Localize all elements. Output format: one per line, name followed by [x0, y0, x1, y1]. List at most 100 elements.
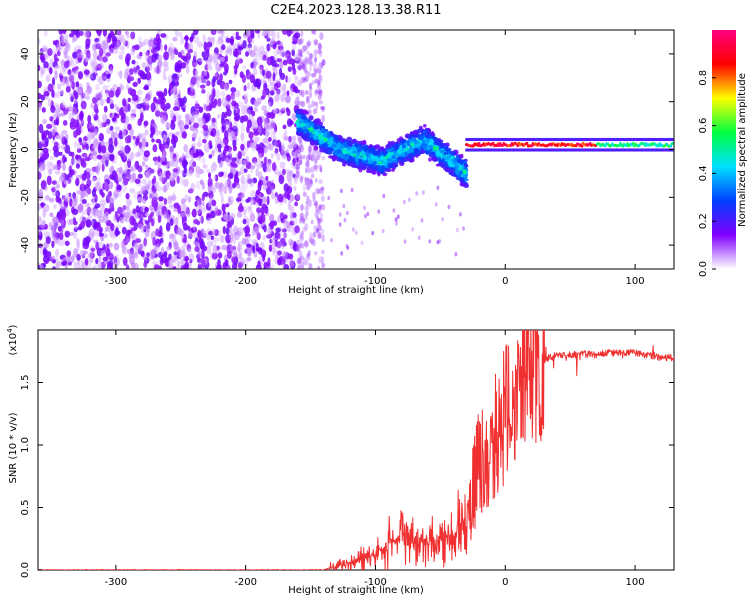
spectrogram-cell	[304, 122, 309, 128]
spectrogram-cell	[332, 150, 339, 156]
spectrogram-cell	[454, 252, 458, 257]
spectrogram-cell	[151, 184, 156, 191]
spectrogram-cell	[206, 99, 212, 105]
spectrogram-cell	[68, 104, 74, 112]
spectrogram-cell	[176, 175, 180, 184]
spectrogram-cell	[77, 142, 81, 150]
spectrogram-cell	[161, 152, 165, 161]
spectrogram-cell	[189, 258, 193, 264]
colorbar-tick-label: 0.0	[698, 261, 709, 277]
spectrogram-cell	[210, 164, 216, 174]
spectrogram-cell	[212, 88, 216, 98]
spectrogram-cell	[197, 263, 202, 269]
spectrogram-cell	[178, 176, 185, 185]
spectrogram-cell	[366, 211, 370, 217]
spectrogram-cell	[294, 194, 301, 202]
spectrogram-cell	[79, 183, 86, 192]
spectrogram-cell	[403, 239, 407, 244]
spectrogram-cell	[308, 53, 313, 59]
spectrogram-cell	[80, 191, 86, 199]
snr-y-scale-prefix: (x10	[8, 333, 19, 356]
spectrogram-cell	[146, 252, 151, 258]
spectrogram-cell	[49, 197, 55, 202]
spectrogram-cell	[218, 171, 224, 178]
spectrogram-cell	[308, 127, 314, 131]
spectrogram-cell	[317, 208, 322, 214]
spectrogram-cell	[41, 107, 46, 113]
spectrogram-cell	[464, 162, 468, 168]
spectrogram-cell	[99, 199, 107, 207]
spectrogram-cell	[55, 257, 60, 267]
spectrogram-cell	[183, 222, 188, 231]
spectrogram-cell	[407, 134, 413, 139]
spectrogram-cell	[144, 129, 149, 136]
spectrogram-cell	[426, 145, 431, 151]
spectrogram-cell	[277, 215, 282, 224]
spectrogram-cell	[314, 131, 319, 137]
spectrogram-cell	[60, 157, 64, 164]
spectrogram-cell	[76, 238, 80, 248]
spectrogram-cell	[181, 158, 188, 169]
spectrogram-cell	[148, 190, 154, 199]
spectrogram-cell	[318, 88, 323, 97]
spectrogram-cell	[143, 261, 148, 268]
spectrogram-cell	[172, 168, 179, 173]
spectrogram-cell	[121, 226, 127, 235]
spectrogram-cell	[399, 136, 403, 141]
spectrogram-cell	[632, 141, 635, 145]
spectrogram-cell	[160, 97, 167, 104]
spectrogram-cell	[51, 180, 58, 185]
spectrogram-cell	[242, 40, 247, 49]
spectrogram-cell	[338, 137, 342, 142]
spectrogram-cell	[196, 220, 201, 226]
spectrogram-cell	[221, 39, 225, 46]
spectrogram-cell	[139, 112, 144, 122]
spectrogram-cell	[351, 150, 358, 155]
spectrogram-cell	[151, 249, 157, 257]
spectrogram-cell	[156, 185, 162, 191]
spectrogram-cell	[298, 140, 303, 147]
spectrogram-cell	[308, 115, 314, 121]
spectrogram-cell	[313, 49, 318, 58]
spectrogram-cell	[491, 141, 495, 145]
spectrogram-cell	[108, 144, 115, 153]
spectrogram-cell	[239, 38, 244, 48]
spectrogram-cell	[220, 234, 226, 240]
spectrogram-cell	[119, 83, 123, 91]
spectrogram-cell	[122, 98, 127, 107]
spectrogram-cell	[312, 231, 316, 239]
spectrogram-cell	[56, 162, 61, 171]
spectrogram-cell	[203, 56, 209, 61]
spectrogram-cell	[113, 112, 117, 118]
spectrogram-cell	[100, 249, 107, 256]
spectrogram-cell	[249, 168, 254, 174]
spectrogram-cell	[217, 37, 224, 45]
spectrogram-cell	[166, 245, 172, 251]
spectrogram-cell	[85, 202, 91, 208]
spectrogram-cell	[51, 224, 55, 232]
spectrogram-cell	[284, 168, 291, 175]
spectrogram-cell	[216, 128, 220, 136]
spectrogram-cell	[38, 80, 42, 89]
spectrogram-cell	[126, 152, 132, 162]
spectrogram-cell	[123, 178, 129, 186]
spectrogram-cell	[40, 202, 46, 207]
spectrogram-cell	[306, 99, 310, 104]
spectrogram-cell	[126, 229, 132, 236]
spectrogram-cell	[364, 213, 367, 219]
spectrogram-cell	[151, 138, 155, 143]
spectrogram-cell	[214, 89, 221, 98]
spectrogram-cell	[99, 232, 104, 237]
spectrogram-cell	[287, 144, 294, 149]
spectrogram-cell	[182, 107, 186, 113]
spectrogram-cell	[250, 30, 255, 39]
spectrogram-cell	[104, 233, 108, 239]
spectrogram-cell	[306, 50, 310, 55]
spectrogram-cell	[371, 230, 375, 236]
spectrogram-cell	[363, 205, 366, 210]
spectrogram-cell	[311, 30, 316, 35]
spectrogram-cell	[55, 64, 61, 69]
spectrogram-cell	[289, 220, 295, 226]
spectrogram-cell	[38, 92, 42, 100]
